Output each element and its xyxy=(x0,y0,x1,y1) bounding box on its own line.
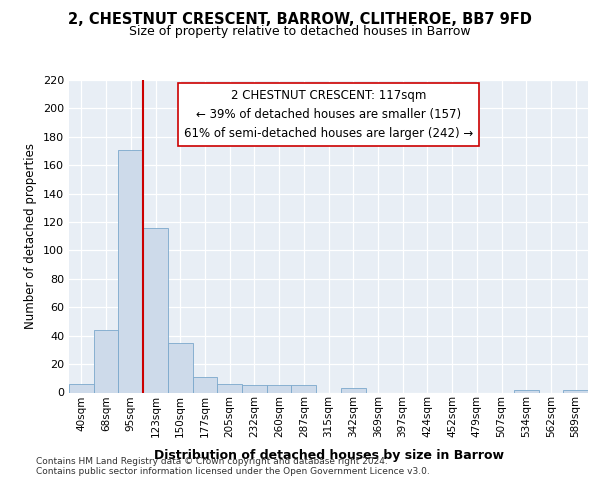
Text: Contains public sector information licensed under the Open Government Licence v3: Contains public sector information licen… xyxy=(36,468,430,476)
Text: Contains HM Land Registry data © Crown copyright and database right 2024.: Contains HM Land Registry data © Crown c… xyxy=(36,458,388,466)
Bar xyxy=(292,386,316,392)
Text: Size of property relative to detached houses in Barrow: Size of property relative to detached ho… xyxy=(129,25,471,38)
Bar xyxy=(69,384,94,392)
Text: 2, CHESTNUT CRESCENT, BARROW, CLITHEROE, BB7 9FD: 2, CHESTNUT CRESCENT, BARROW, CLITHEROE,… xyxy=(68,12,532,28)
Bar xyxy=(341,388,365,392)
Bar xyxy=(168,343,193,392)
Bar xyxy=(143,228,168,392)
Bar xyxy=(563,390,588,392)
Bar xyxy=(217,384,242,392)
X-axis label: Distribution of detached houses by size in Barrow: Distribution of detached houses by size … xyxy=(154,448,503,462)
Text: 2 CHESTNUT CRESCENT: 117sqm
← 39% of detached houses are smaller (157)
61% of se: 2 CHESTNUT CRESCENT: 117sqm ← 39% of det… xyxy=(184,90,473,140)
Bar xyxy=(242,386,267,392)
Bar xyxy=(94,330,118,392)
Bar xyxy=(118,150,143,392)
Bar xyxy=(514,390,539,392)
Bar xyxy=(193,377,217,392)
Y-axis label: Number of detached properties: Number of detached properties xyxy=(25,143,37,329)
Bar xyxy=(267,386,292,392)
